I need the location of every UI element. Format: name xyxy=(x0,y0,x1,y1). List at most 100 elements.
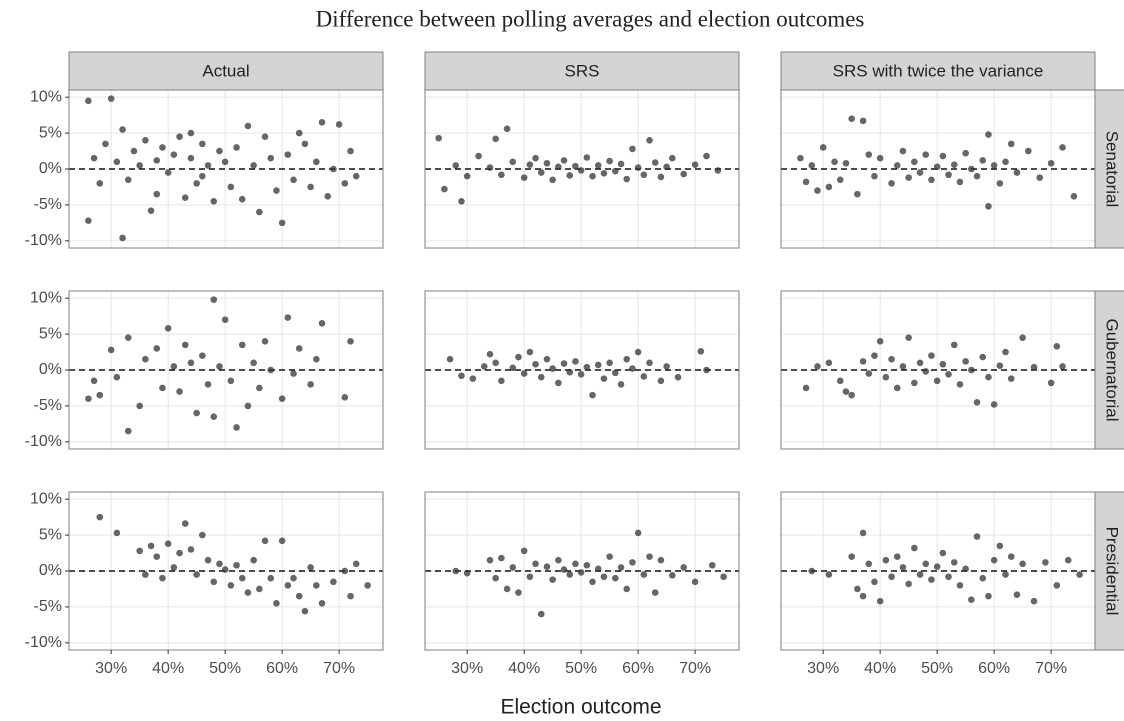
scatter-point xyxy=(176,388,183,395)
scatter-point xyxy=(96,180,104,187)
scatter-point xyxy=(147,207,155,214)
scatter-point xyxy=(899,363,907,370)
scatter-point xyxy=(600,573,608,581)
scatter-point xyxy=(256,384,263,392)
scatter-point xyxy=(549,176,556,184)
scatter-point xyxy=(928,176,935,184)
scatter-point xyxy=(498,171,505,179)
scatter-point xyxy=(204,162,212,169)
scatter-point xyxy=(142,355,149,363)
scatter-point xyxy=(85,395,92,403)
scatter-point xyxy=(227,183,235,191)
scatter-point xyxy=(808,567,816,575)
scatter-point xyxy=(589,578,596,586)
scatter-point xyxy=(950,341,958,349)
scatter-point xyxy=(979,353,987,361)
scatter-point xyxy=(532,360,539,368)
scatter-point xyxy=(295,592,303,600)
scatter-point xyxy=(492,359,499,367)
scatter-point xyxy=(170,151,178,158)
scatter-point xyxy=(922,151,930,158)
scatter-point xyxy=(119,126,126,133)
scatter-point xyxy=(96,513,104,521)
scatter-point xyxy=(210,578,218,586)
scatter-point xyxy=(956,381,964,388)
scatter-point xyxy=(199,531,206,539)
y-tick-label: 5% xyxy=(39,526,62,543)
scatter-point xyxy=(347,592,354,600)
column-strip-label: Actual xyxy=(202,61,249,80)
scatter-point xyxy=(452,162,460,169)
scatter-point xyxy=(486,350,494,358)
scatter-point xyxy=(475,152,482,160)
scatter-point xyxy=(865,560,873,568)
scatter-point xyxy=(691,578,699,586)
scatter-point xyxy=(520,370,528,377)
scatter-point xyxy=(199,352,206,359)
scatter-point xyxy=(238,574,246,582)
scatter-point xyxy=(113,373,121,381)
scatter-point xyxy=(859,592,867,600)
scatter-point xyxy=(831,158,838,166)
scatter-point xyxy=(871,352,878,359)
scatter-point xyxy=(458,198,465,205)
scatter-point xyxy=(441,185,448,193)
scatter-point xyxy=(646,136,653,144)
y-tick-label: -10% xyxy=(25,433,62,450)
x-tick-label: 50% xyxy=(921,660,953,677)
y-tick-label: 10% xyxy=(30,289,62,306)
scatter-point xyxy=(463,569,471,577)
scatter-point xyxy=(577,167,585,174)
scatter-point xyxy=(85,217,92,225)
scatter-point xyxy=(594,162,602,169)
scatter-point xyxy=(697,348,705,355)
scatter-point xyxy=(307,564,314,571)
scatter-point xyxy=(606,359,613,367)
scatter-point xyxy=(825,359,833,367)
x-tick-label: 30% xyxy=(451,660,483,677)
scatter-point xyxy=(566,172,574,179)
row-strip-label: Senatorial xyxy=(1103,131,1122,208)
scatter-point xyxy=(347,147,354,155)
scatter-point xyxy=(893,384,901,392)
y-tick-label: -5% xyxy=(34,397,62,414)
x-tick-label: 40% xyxy=(152,660,184,677)
scatter-point xyxy=(646,553,653,560)
panel-border xyxy=(424,89,740,249)
scatter-point xyxy=(916,359,924,367)
scatter-point xyxy=(882,373,890,381)
scatter-point xyxy=(267,366,275,374)
scatter-point xyxy=(452,567,460,575)
scatter-point xyxy=(985,131,992,138)
scatter-point xyxy=(640,171,648,179)
scatter-point xyxy=(1007,375,1015,382)
y-tick-label: 0% xyxy=(39,361,62,378)
row-strip xyxy=(1094,491,1124,651)
scatter-point xyxy=(714,167,722,174)
x-tick-label: 40% xyxy=(864,660,896,677)
scatter-point xyxy=(549,576,556,583)
scatter-point xyxy=(480,363,488,370)
scatter-point xyxy=(577,371,585,378)
scatter-point xyxy=(318,600,326,607)
scatter-point xyxy=(950,559,958,566)
scatter-point xyxy=(928,576,935,583)
scatter-point xyxy=(181,194,189,202)
scatter-point xyxy=(1047,159,1055,167)
scatter-point xyxy=(515,353,522,361)
scatter-point xyxy=(651,589,659,596)
scatter-point xyxy=(572,560,579,568)
scatter-point xyxy=(1002,158,1009,166)
scatter-point xyxy=(193,180,200,187)
scatter-point xyxy=(985,592,992,600)
scatter-point xyxy=(130,147,138,155)
x-axis-label: Election outcome xyxy=(500,696,661,719)
scatter-point xyxy=(1042,559,1049,566)
scatter-point xyxy=(537,610,545,618)
scatter-point xyxy=(882,556,890,564)
scatter-point xyxy=(324,192,332,200)
scatter-point xyxy=(842,159,850,167)
scatter-point xyxy=(364,582,371,589)
scatter-point xyxy=(463,172,471,180)
scatter-point xyxy=(330,578,337,586)
